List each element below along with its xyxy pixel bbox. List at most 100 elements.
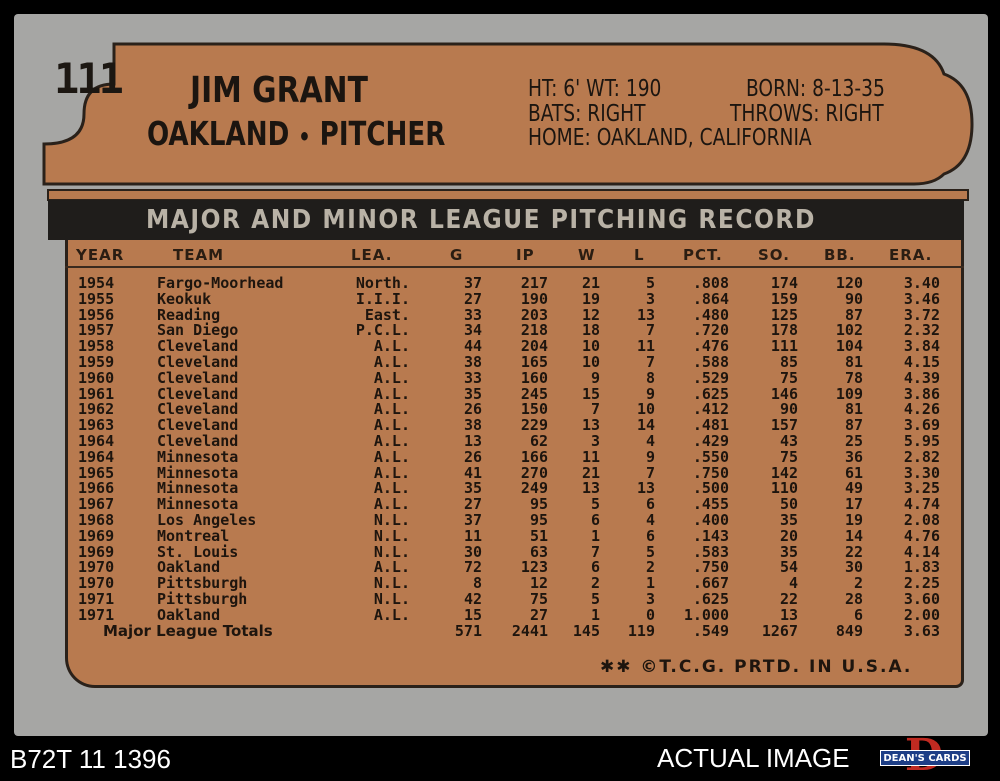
cell-league: North.	[355, 274, 410, 292]
totals-losses: 119	[627, 621, 655, 640]
cell-era: 4.74	[903, 495, 940, 514]
cell-era: 2.32	[903, 321, 940, 340]
cell-wins: 10	[581, 353, 600, 371]
cell-games: 27	[463, 495, 482, 514]
cell-year: 1967	[78, 495, 115, 514]
cell-strikeouts: 125	[770, 305, 798, 324]
card-number: 111	[54, 54, 124, 103]
cell-year: 1959	[78, 353, 115, 371]
cell-walks: 36	[844, 447, 863, 466]
cell-walks: 22	[844, 542, 863, 561]
cell-era: 4.26	[903, 400, 940, 419]
copyright-footer: ✱✱ ©T.C.G. PRTD. IN U.S.A.	[600, 657, 913, 677]
cell-pct: .429	[692, 432, 729, 450]
cell-innings: 95	[529, 511, 548, 529]
cell-year: 1960	[78, 368, 115, 387]
cell-strikeouts: 54	[779, 558, 798, 577]
cell-team: Minnesota	[157, 463, 239, 482]
cell-team: Cleveland	[157, 432, 239, 450]
column-header-row	[65, 246, 964, 268]
cell-wins: 9	[590, 368, 600, 387]
cell-year: 1969	[78, 542, 115, 561]
cell-team: Cleveland	[157, 337, 239, 356]
cell-pct: .808	[692, 274, 729, 292]
column-header-pct: PCT.	[683, 246, 723, 264]
column-header-walks: BB.	[824, 246, 856, 264]
bio-born: BORN: 8-13-35	[746, 76, 885, 102]
cell-strikeouts: 50	[779, 495, 798, 514]
player-name: JIM GRANT	[190, 70, 368, 111]
cell-era: 3.60	[903, 590, 940, 608]
cell-pct: .583	[692, 542, 729, 561]
cell-year: 1954	[78, 274, 115, 292]
cell-pct: .455	[692, 495, 729, 514]
cell-team: Minnesota	[157, 447, 239, 466]
cell-pct: .476	[692, 337, 729, 356]
cell-games: 15	[463, 605, 482, 624]
cell-era: 4.39	[903, 368, 940, 387]
cell-innings: 75	[529, 590, 548, 608]
cell-losses: 7	[645, 353, 655, 371]
cell-team: Los Angeles	[157, 511, 257, 529]
player-position: PITCHER	[319, 114, 446, 153]
cell-wins: 21	[581, 463, 600, 482]
cell-team: Oakland	[157, 605, 221, 624]
column-header-innings: IP	[516, 246, 535, 264]
cell-walks: 2	[853, 574, 863, 593]
cell-walks: 61	[844, 463, 863, 482]
cell-league: A.L.	[373, 368, 410, 387]
cell-year: 1964	[78, 432, 115, 450]
cell-losses: 0	[645, 605, 655, 624]
cell-strikeouts: 142	[770, 463, 798, 482]
cell-games: 11	[463, 526, 482, 545]
cell-games: 33	[463, 305, 482, 324]
cell-games: 38	[463, 353, 482, 371]
cell-innings: 229	[520, 416, 548, 435]
cell-year: 1962	[78, 400, 115, 419]
cell-era: 4.76	[903, 526, 940, 545]
cell-era: 3.40	[903, 274, 940, 292]
cell-year: 1969	[78, 526, 115, 545]
column-header-league: LEA.	[351, 246, 393, 264]
cell-games: 41	[463, 463, 482, 482]
cell-games: 33	[463, 368, 482, 387]
cell-era: 3.72	[903, 305, 940, 324]
cell-losses: 9	[645, 384, 655, 403]
cell-team: Minnesota	[157, 495, 239, 514]
bullet: •	[298, 123, 311, 151]
totals-era: 3.63	[903, 621, 940, 640]
cell-wins: 5	[590, 495, 600, 514]
cell-games: 37	[463, 511, 482, 529]
cell-pct: .588	[692, 353, 729, 371]
cell-league: A.L.	[373, 432, 410, 450]
cell-walks: 25	[844, 432, 863, 450]
cell-strikeouts: 111	[770, 337, 798, 356]
cell-walks: 109	[835, 384, 863, 403]
cell-league: A.L.	[373, 605, 410, 624]
cell-innings: 203	[520, 305, 548, 324]
cell-year: 1957	[78, 321, 115, 340]
cell-pct: .667	[692, 574, 729, 593]
cell-wins: 10	[581, 337, 600, 356]
totals-games: 571	[454, 621, 482, 640]
cell-games: 35	[463, 384, 482, 403]
cell-wins: 11	[581, 447, 600, 466]
cell-year: 1955	[78, 289, 115, 308]
cell-games: 8	[472, 574, 482, 593]
cell-year: 1971	[78, 590, 115, 608]
cell-team: Reading	[157, 305, 221, 324]
cell-pct: .480	[692, 305, 729, 324]
cell-year: 1958	[78, 337, 115, 356]
cell-losses: 5	[645, 274, 655, 292]
column-header-losses: L	[634, 246, 645, 264]
inventory-code: B72T 11 1396	[10, 744, 171, 774]
cell-innings: 150	[520, 400, 548, 419]
cell-innings: 245	[520, 384, 548, 403]
team-name: OAKLAND	[147, 114, 290, 153]
cell-era: 4.15	[903, 353, 940, 371]
cell-league: A.L.	[373, 384, 410, 403]
cell-team: Montreal	[157, 526, 230, 545]
cell-year: 1961	[78, 384, 115, 403]
cell-strikeouts: 4	[788, 574, 798, 593]
cell-team: Minnesota	[157, 479, 239, 498]
